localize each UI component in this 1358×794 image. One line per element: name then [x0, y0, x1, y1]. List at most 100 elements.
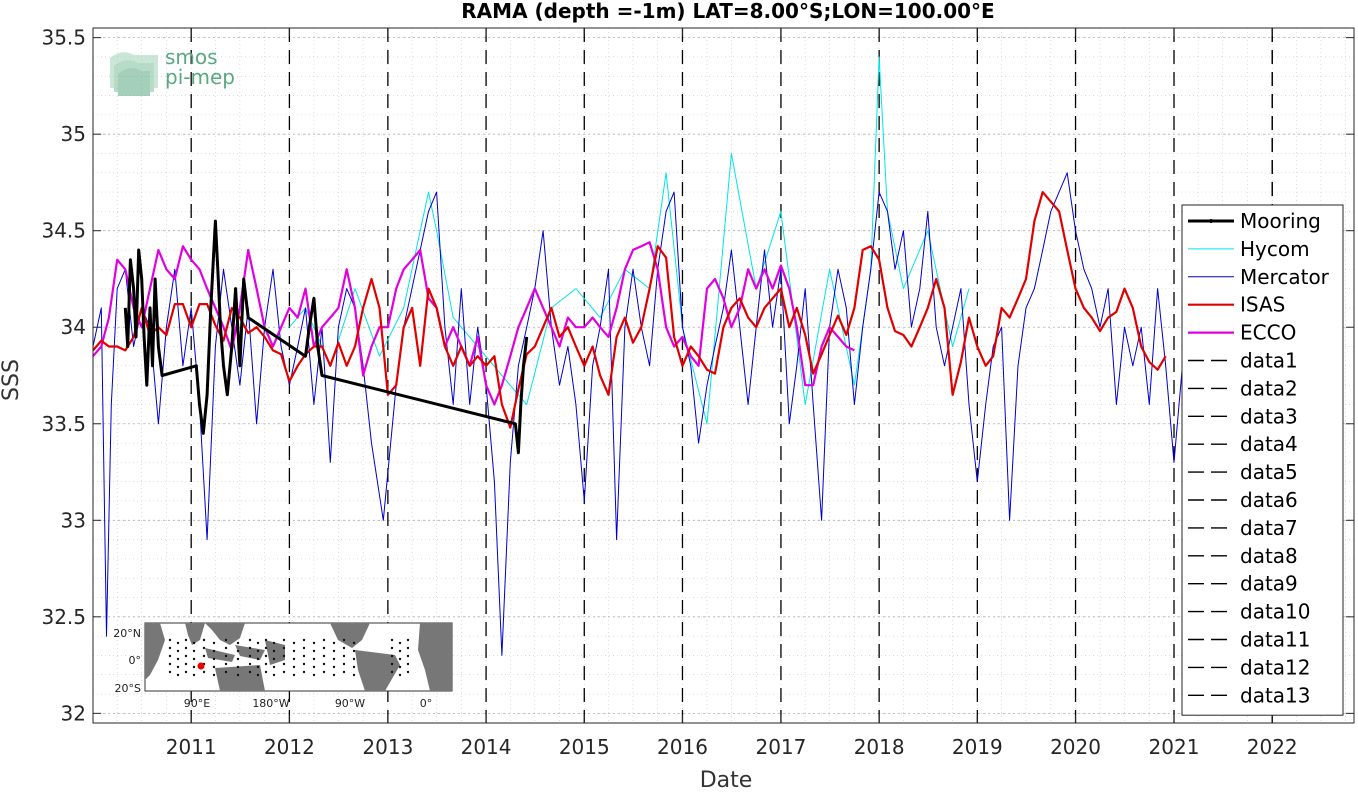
inset-dot — [390, 670, 394, 674]
x-tick-label: 2012 — [264, 735, 315, 759]
inset-dot — [282, 670, 286, 674]
inset-dot — [302, 670, 306, 674]
inset-dot — [398, 649, 402, 653]
legend-box — [1181, 204, 1344, 716]
inset-dot — [312, 649, 316, 653]
legend-label-data11: data11 — [1240, 628, 1311, 652]
inset-dot — [224, 638, 228, 642]
series-isas — [92, 191, 1167, 429]
inset-dot — [390, 646, 394, 650]
inset-dot — [292, 649, 296, 653]
inset-highlight-dot — [197, 662, 205, 670]
plot-area — [93, 28, 1354, 723]
inset-dot — [292, 641, 296, 645]
inset-dot — [332, 641, 336, 645]
inset-dot — [406, 646, 410, 650]
chart-title: RAMA (depth =-1m) LAT=8.00°S;LON=100.00°… — [461, 0, 994, 23]
inset-dot — [312, 673, 316, 677]
smos-pimep-logo: smos pi-mep — [110, 45, 235, 96]
inset-dot — [256, 665, 260, 669]
inset-dot — [184, 654, 188, 658]
inset-dot — [176, 641, 180, 645]
inset-dot — [176, 673, 180, 677]
legend-label-data6: data6 — [1240, 488, 1298, 512]
inset-landmass — [145, 623, 452, 691]
y-tick-label: 33 — [61, 508, 86, 532]
inset-dot — [342, 654, 346, 658]
inset-dot — [342, 646, 346, 650]
inset-dot — [192, 657, 196, 661]
inset-dot — [282, 662, 286, 666]
inset-dot — [264, 638, 268, 642]
inset-dot — [272, 665, 276, 669]
inset-lon-label: 0° — [420, 697, 433, 710]
inset-dot — [282, 654, 286, 658]
inset-dot — [292, 665, 296, 669]
inset-lat-label: 20°S — [115, 682, 141, 695]
legend-label-data7: data7 — [1240, 516, 1298, 540]
inset-lat-label: 0° — [129, 654, 142, 667]
y-tick-label: 32.5 — [41, 605, 86, 629]
x-tick-label: 2016 — [657, 735, 708, 759]
inset-dot — [212, 641, 216, 645]
inset-dot — [302, 662, 306, 666]
y-tick-label: 34 — [61, 315, 86, 339]
inset-dot — [176, 665, 180, 669]
x-tick-label: 2022 — [1247, 735, 1298, 759]
inset-dot — [176, 657, 180, 661]
inset-dot — [398, 673, 402, 677]
legend-label-data2: data2 — [1240, 376, 1298, 400]
inset-dot — [322, 662, 326, 666]
inset-dot — [168, 670, 172, 674]
inset-lat-label: 20°N — [113, 627, 141, 640]
inset-dot — [192, 665, 196, 669]
inset-dot — [398, 665, 402, 669]
inset-dot — [406, 670, 410, 674]
inset-dot — [292, 673, 296, 677]
inset-dot — [168, 646, 172, 650]
inset-dot — [272, 657, 276, 661]
y-tick-label: 35 — [61, 122, 86, 146]
inset-dot — [352, 665, 356, 669]
inset-dot — [352, 649, 356, 653]
inset-dot — [212, 665, 216, 669]
inset-dot — [236, 649, 240, 653]
grid — [93, 28, 1354, 723]
legend-label-hycom: Hycom — [1240, 237, 1310, 261]
inset-dot — [202, 638, 206, 642]
legend-label-data13: data13 — [1240, 683, 1311, 707]
inset-dot — [332, 665, 336, 669]
x-tick-label: 2013 — [362, 735, 413, 759]
inset-dot — [248, 670, 252, 674]
inset-lon-label: 90°W — [335, 697, 365, 710]
inset-dot — [332, 673, 336, 677]
y-axis-label: SSS — [0, 359, 24, 401]
inset-dot — [224, 646, 228, 650]
inset-dot — [322, 670, 326, 674]
inset-dot — [406, 638, 410, 642]
y-tick-label: 35.5 — [41, 26, 86, 50]
inset-dot — [352, 641, 356, 645]
legend-label-data3: data3 — [1240, 404, 1298, 428]
inset-dot — [168, 654, 172, 658]
inset-dot — [352, 657, 356, 661]
series-lines — [92, 56, 1191, 656]
legend-marker-mooring — [1209, 219, 1213, 223]
inset-map: 20°N 0° 20°S 90°E 180°W 90°W 0° — [113, 622, 453, 710]
inset-dot — [312, 641, 316, 645]
inset-dot — [264, 670, 268, 674]
legend-label-data8: data8 — [1240, 544, 1298, 568]
inset-dot — [212, 673, 216, 677]
inset-dot — [184, 670, 188, 674]
legend-label-mooring: Mooring — [1240, 209, 1321, 233]
legend-label-data4: data4 — [1240, 432, 1298, 456]
inset-dot — [398, 641, 402, 645]
inset-dot — [352, 673, 356, 677]
inset-dot — [282, 646, 286, 650]
inset-dot — [176, 649, 180, 653]
inset-dot — [390, 662, 394, 666]
inset-dot — [342, 670, 346, 674]
inset-dot — [332, 649, 336, 653]
